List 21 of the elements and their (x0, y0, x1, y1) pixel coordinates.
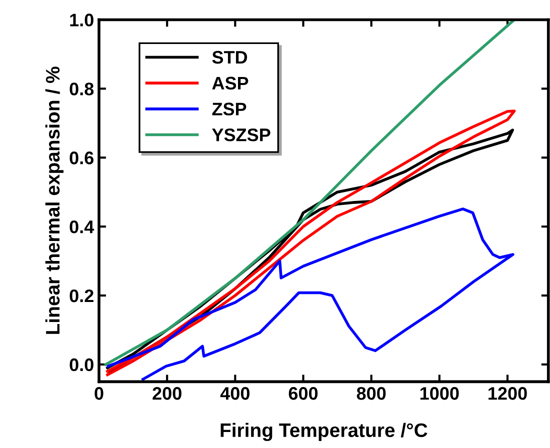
y-tick-label: 1.0 (70, 14, 94, 26)
y-tick-label: 0.0 (70, 358, 94, 372)
y-tick-label: 0.8 (70, 82, 94, 96)
line-series (104, 20, 516, 366)
x-tick-label: 1000 (420, 387, 459, 400)
x-tick-label: 1200 (488, 387, 527, 400)
x-axis-title: Firing Temperature /°C (220, 422, 428, 442)
x-tick-label: 600 (288, 387, 318, 400)
x-tick-label: 400 (220, 387, 250, 400)
x-tick-label: 200 (152, 387, 182, 400)
legend-label: ASP (212, 76, 248, 90)
x-tick-label: 800 (356, 387, 386, 400)
y-tick-label: 0.2 (70, 289, 94, 302)
y-tick-label: 0.6 (70, 152, 94, 164)
legend-label: STD (212, 50, 248, 64)
x-tick-label: 0 (94, 387, 104, 400)
y-tick-label: 0.4 (70, 220, 94, 234)
y-axis-title: Linear thermal expansion / % (45, 66, 64, 334)
legend-label: ZSP (212, 102, 246, 116)
legend-label: YSZSP (212, 128, 270, 142)
line-series (106, 208, 514, 381)
